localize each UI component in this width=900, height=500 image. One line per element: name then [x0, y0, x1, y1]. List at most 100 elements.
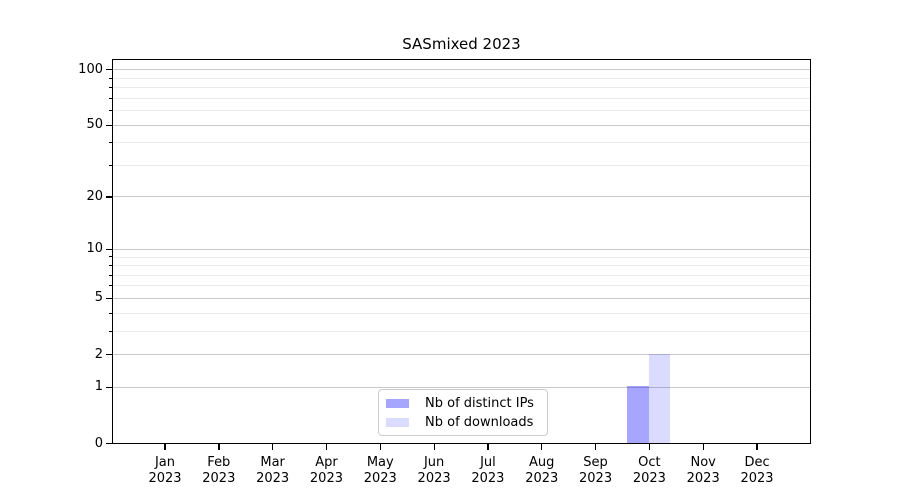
- legend-label-distinct-ips: Nb of distinct IPs: [425, 395, 534, 411]
- gridline-minor: [113, 256, 810, 258]
- x-tick-label-month: Dec: [744, 455, 770, 470]
- y-tick-mark: [106, 297, 112, 300]
- legend-swatch-distinct-ips: [386, 398, 409, 408]
- x-tick-label: Sep 2023: [569, 455, 623, 486]
- bar-nb-of-downloads: [648, 353, 671, 443]
- y-tick-mark: [106, 196, 112, 198]
- y-tick-label: 5: [94, 290, 103, 306]
- x-tick-label-year: 2023: [202, 470, 236, 486]
- y-tick-label: 10: [86, 241, 103, 257]
- y-tick-mark: [106, 69, 112, 71]
- x-tick-label: May 2023: [353, 455, 407, 486]
- legend: Nb of distinct IPs Nb of downloads: [378, 389, 548, 436]
- gridline-major: [113, 297, 810, 299]
- y-tick-label: 0: [94, 435, 103, 451]
- x-tick-label: Dec 2023: [730, 455, 784, 486]
- x-tick-mark: [702, 444, 704, 450]
- x-tick-label-month: Jan: [154, 455, 176, 470]
- gridline-minor: [113, 285, 810, 287]
- gridline-major: [113, 69, 810, 71]
- x-tick-label-month: Jun: [423, 455, 445, 470]
- gridline-minor: [113, 330, 810, 332]
- x-tick-label: Jul 2023: [461, 455, 515, 486]
- x-tick-label: Aug 2023: [515, 455, 569, 486]
- y-tick-label: 50: [86, 117, 103, 133]
- gridline-major: [113, 354, 810, 356]
- x-tick-label-month: Mar: [260, 455, 285, 470]
- x-tick-label-year: 2023: [256, 470, 290, 486]
- x-tick-label: Jun 2023: [407, 455, 461, 486]
- legend-item-distinct-ips: Nb of distinct IPs: [386, 396, 539, 411]
- y-minor-tick-mark: [109, 265, 112, 267]
- x-tick-label-year: 2023: [417, 470, 451, 486]
- x-tick-label-month: Jul: [480, 455, 496, 470]
- y-minor-tick-mark: [109, 87, 112, 89]
- y-tick-mark: [106, 124, 112, 126]
- x-tick-label-year: 2023: [148, 470, 182, 486]
- x-tick-label-month: May: [366, 455, 394, 470]
- y-tick-mark: [106, 386, 112, 389]
- x-tick-label-month: Nov: [690, 455, 716, 470]
- y-minor-tick-mark: [109, 77, 112, 79]
- x-tick-label-year: 2023: [471, 470, 505, 486]
- x-tick-mark: [164, 444, 166, 450]
- x-tick-label-month: Sep: [583, 455, 608, 470]
- x-tick-mark: [756, 444, 758, 450]
- bar-nb-of-distinct-ips: [627, 386, 649, 443]
- y-minor-tick-mark: [109, 110, 112, 112]
- x-tick-label-month: Aug: [529, 455, 555, 470]
- y-tick-label: 100: [78, 61, 103, 77]
- x-tick-mark: [272, 444, 274, 450]
- x-tick-label: Mar 2023: [246, 455, 300, 486]
- x-tick-label-month: Feb: [207, 455, 231, 470]
- gridline-major: [113, 124, 810, 126]
- gridline-minor: [113, 265, 810, 267]
- gridline-major: [113, 248, 810, 250]
- x-tick-mark: [648, 444, 651, 450]
- x-tick-mark: [379, 444, 381, 450]
- x-tick-mark: [218, 444, 220, 450]
- legend-item-downloads: Nb of downloads: [386, 415, 539, 430]
- gridline-minor: [113, 97, 810, 99]
- y-tick-mark: [106, 354, 112, 356]
- x-tick-mark: [325, 444, 328, 450]
- x-tick-label-year: 2023: [579, 470, 613, 486]
- x-tick-mark: [433, 444, 435, 450]
- legend-label-downloads: Nb of downloads: [425, 414, 534, 430]
- y-tick-mark: [106, 443, 112, 445]
- x-tick-label-year: 2023: [363, 470, 397, 486]
- gridline-minor: [113, 77, 810, 79]
- y-minor-tick-mark: [109, 285, 112, 287]
- x-tick-label: Nov 2023: [676, 455, 730, 486]
- x-tick-label-year: 2023: [740, 470, 774, 486]
- gridline-minor: [113, 110, 810, 112]
- x-tick-label: Oct 2023: [622, 455, 676, 486]
- y-tick-mark: [106, 248, 112, 251]
- y-tick-label: 1: [94, 379, 103, 395]
- chart-title: SASmixed 2023: [402, 35, 521, 53]
- x-tick-mark: [594, 444, 597, 450]
- x-tick-label: Jan 2023: [138, 455, 192, 486]
- y-minor-tick-mark: [109, 142, 112, 144]
- gridline-minor: [113, 142, 810, 144]
- y-tick-label: 2: [94, 346, 103, 362]
- y-minor-tick-mark: [109, 330, 112, 332]
- gridline-minor: [113, 164, 810, 166]
- gridline-minor: [113, 274, 810, 276]
- x-tick-label-month: Apr: [315, 455, 338, 470]
- x-tick-mark: [541, 444, 543, 450]
- gridline-major: [113, 386, 810, 388]
- y-minor-tick-mark: [109, 164, 112, 166]
- gridline-minor: [113, 312, 810, 314]
- gridline-major: [113, 196, 810, 198]
- y-minor-tick-mark: [109, 312, 112, 314]
- plot-area: [112, 59, 811, 444]
- x-tick-label-year: 2023: [525, 470, 559, 486]
- legend-swatch-downloads: [386, 417, 409, 427]
- x-tick-label-year: 2023: [632, 470, 666, 486]
- gridline-minor: [113, 87, 810, 89]
- x-tick-label: Feb 2023: [192, 455, 246, 486]
- y-minor-tick-mark: [109, 274, 112, 276]
- x-tick-label-month: Oct: [638, 455, 661, 470]
- x-tick-label-year: 2023: [686, 470, 720, 486]
